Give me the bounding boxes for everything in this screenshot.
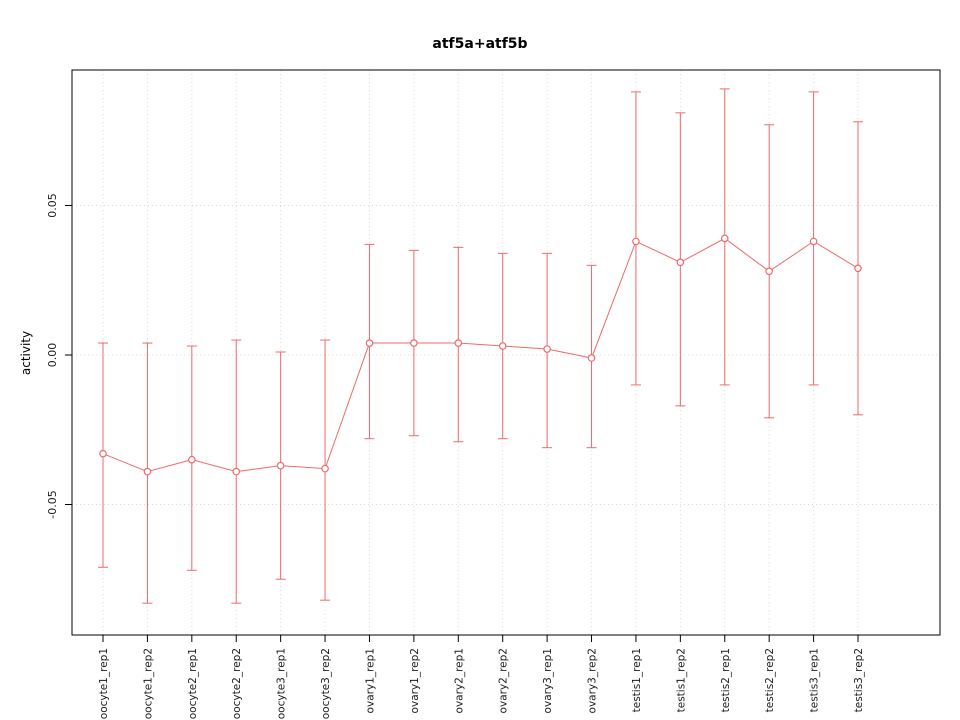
x-tick-label: testis1_rep1 xyxy=(631,648,643,712)
x-tick-label: testis3_rep2 xyxy=(853,648,865,712)
x-tick-label: testis2_rep2 xyxy=(764,648,776,712)
data-point xyxy=(587,354,596,362)
data-point xyxy=(543,345,551,353)
data-point xyxy=(809,237,818,246)
data-point xyxy=(232,467,241,476)
plot-box xyxy=(71,69,941,636)
x-tick-label: ovary3_rep2 xyxy=(587,648,599,713)
x-tick-label: oocyte1_rep1 xyxy=(98,648,110,719)
x-tick-label: testis1_rep2 xyxy=(675,648,687,712)
x-tick-label: oocyte3_rep2 xyxy=(320,648,332,719)
x-tick-label: ovary1_rep1 xyxy=(364,648,376,713)
y-tick-label: 0.05 xyxy=(46,193,59,218)
data-point xyxy=(854,264,862,273)
data-point xyxy=(276,461,285,470)
data-point xyxy=(498,342,507,350)
x-tick-label: oocyte2_rep1 xyxy=(187,648,199,719)
data-point xyxy=(143,467,152,476)
data-point xyxy=(720,234,729,243)
data-point xyxy=(410,339,418,347)
y-axis-label: activity xyxy=(19,330,34,376)
x-tick-label: oocyte1_rep2 xyxy=(142,648,154,719)
data-point xyxy=(632,237,640,246)
data-point xyxy=(99,449,107,458)
x-tick-label: ovary1_rep2 xyxy=(409,648,421,713)
data-point xyxy=(365,339,374,347)
data-point xyxy=(321,464,329,473)
x-tick-label: testis3_rep1 xyxy=(809,648,821,712)
chart-title: atf5a+atf5b xyxy=(432,36,528,52)
data-point xyxy=(765,267,773,276)
y-tick-label: 0.00 xyxy=(46,343,59,368)
data-point xyxy=(188,455,196,464)
x-tick-label: ovary2_rep2 xyxy=(498,648,510,713)
data-point xyxy=(676,258,685,267)
series-line xyxy=(102,237,859,473)
data-point xyxy=(454,339,463,347)
x-tick-label: ovary2_rep1 xyxy=(453,648,465,713)
x-tick-label: testis2_rep1 xyxy=(720,648,732,712)
y-tick-label: -0.05 xyxy=(46,490,59,518)
x-tick-label: oocyte3_rep1 xyxy=(276,648,288,719)
x-tick-label: oocyte2_rep2 xyxy=(231,648,243,719)
x-tick-label: ovary3_rep1 xyxy=(542,648,554,713)
